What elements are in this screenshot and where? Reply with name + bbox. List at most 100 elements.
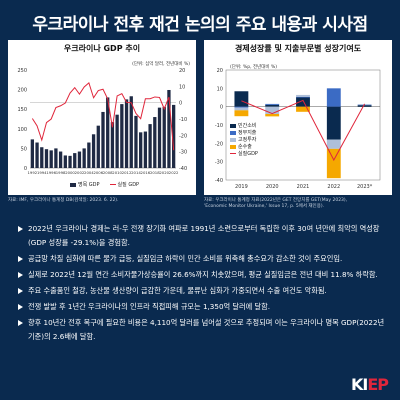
growth-source-note: 자료: 우크라이나 통계청 자료(2022년은 GET 전망치를 GET(May…	[204, 198, 394, 210]
legend-swatch	[230, 152, 236, 155]
growth-contribution-unit: (단위: %p, 전년대비 %)	[230, 65, 277, 70]
nominal-gdp-bar	[96, 125, 100, 168]
x-tick-label: 2012	[122, 170, 132, 175]
y-right-tick-label: 0	[179, 101, 182, 107]
nominal-gdp-bar	[124, 99, 129, 168]
nominal-gdp-bar	[167, 89, 171, 168]
x-tick-label: 2020	[159, 170, 169, 175]
legend-label: 실질GDP	[238, 151, 258, 157]
legend-item-private-consumption: 민간소비	[230, 122, 258, 129]
x-tick-label: 2004	[84, 170, 94, 175]
contribution-bar-segment	[326, 106, 341, 140]
contribution-bar-segment	[296, 94, 310, 97]
y-left-tick-label: 250	[17, 68, 27, 74]
gdp-trend-panel: 우크라이나 GDP 추이 (단위: 십억 달러, 전년대비 %) 0 50 100 1…	[8, 40, 196, 195]
legend-label-real: 실질 GDP	[117, 182, 140, 188]
legend-swatch	[230, 123, 236, 128]
real-gdp-line	[31, 82, 175, 151]
legend-item-real-gdp: 실질 GDP	[109, 181, 140, 188]
contribution-bar-segment	[326, 148, 341, 179]
x-tick-label: 1996	[46, 170, 56, 175]
nominal-gdp-bar	[30, 139, 35, 168]
contribution-bar-segment	[296, 96, 310, 98]
y-tick-label: 0	[220, 105, 223, 111]
growth-contribution-title: 경제성장률 및 지출부문별 성장기여도	[234, 44, 362, 53]
legend-label: 민간소비	[238, 123, 257, 129]
y-left-tick-label: 200	[17, 88, 27, 94]
y-tick-label: -40	[215, 178, 223, 184]
nominal-gdp-bar	[162, 106, 166, 168]
y-right-tick-label: 20	[179, 68, 185, 74]
legend-swatch-real	[109, 183, 116, 186]
summary-item: 전쟁 발발 후 1년간 우크라이나의 인프라 직접피해 규모는 1,350억 달…	[18, 300, 390, 314]
growth-source-line-2: 'Economic Monitor Ukraine,' Issue 17, p.…	[204, 204, 325, 209]
contribution-bar-segment	[265, 114, 280, 117]
contribution-bar-segment	[326, 139, 341, 149]
nominal-gdp-bar	[110, 122, 115, 168]
y-left-tick-label: 50	[21, 146, 27, 152]
nominal-gdp-bar	[35, 142, 39, 168]
x-tick-label: 1994	[37, 170, 47, 175]
y-left-tick-label: 150	[17, 107, 27, 113]
nominal-gdp-bar	[134, 115, 138, 168]
x-tick-label: 2021	[297, 184, 310, 190]
x-tick-label: 2020	[266, 184, 279, 190]
nominal-gdp-bar	[82, 148, 86, 168]
summary-item: 주요 수출품인 철강, 농산물 생산량이 급감한 가운데, 물류난 심화가 가중…	[18, 284, 390, 298]
x-tick-label: 2000	[65, 170, 75, 175]
legend-label: 순수출	[238, 144, 252, 150]
legend-item-net-exports: 순수출	[230, 143, 258, 150]
real-gdp-line	[241, 99, 366, 162]
x-tick-label: 2018	[150, 170, 160, 175]
y-right-tick-label: -10	[179, 117, 187, 123]
nominal-gdp-bar	[68, 155, 72, 168]
nominal-gdp-bar	[91, 134, 96, 168]
y-tick-label: 10	[217, 86, 223, 92]
nominal-gdp-bar	[120, 104, 124, 168]
legend-item-real-gdp: 실질GDP	[230, 150, 258, 157]
nominal-gdp-bar	[143, 131, 148, 168]
nominal-gdp-bar	[49, 150, 53, 168]
y-right-tick-label: -40	[179, 166, 187, 172]
nominal-gdp-bar	[77, 151, 82, 168]
gdp-trend-title: 우크라이나 GDP 추이	[63, 44, 141, 53]
legend-item-fixed-investment: 고정투자	[230, 136, 258, 143]
y-tick-label: -20	[215, 141, 223, 147]
y-tick-label: -10	[215, 123, 223, 129]
contribution-bar-segment	[234, 91, 249, 107]
contribution-bar-segment	[265, 106, 280, 114]
y-right-tick-label: 10	[179, 84, 185, 90]
y-tick-label: 20	[217, 68, 223, 74]
legend-item-government-spending: 정부지출	[230, 129, 258, 136]
y-left-tick-label: 100	[17, 127, 27, 133]
summary-item: 향후 10년간 전후 복구에 필요한 비용은 4,110억 달러를 넘어설 것으…	[18, 316, 390, 344]
x-tick-label: 2014	[131, 170, 141, 175]
contribution-bar-segment	[357, 105, 372, 107]
x-tick-label: 2006	[93, 170, 103, 175]
page-title: 우크라이나 전후 재건 논의의 주요 내용과 시사점	[32, 15, 368, 35]
contribution-bar-segment	[265, 104, 280, 107]
growth-contribution-legend: 민간소비 정부지출 고정투자 순수출 실질GDP	[230, 122, 258, 157]
x-tick-label: 2019	[235, 184, 248, 190]
x-tick-label: 2016	[141, 170, 151, 175]
plot-frame	[225, 69, 381, 181]
y-tick-label: -30	[215, 160, 223, 166]
nominal-gdp-bar	[40, 147, 44, 168]
nominal-gdp-bar	[171, 104, 176, 168]
legend-label-nominal: 명목 GDP	[78, 182, 100, 188]
x-tick-label: 2002	[75, 170, 85, 175]
nominal-gdp-bar	[44, 149, 49, 168]
summary-item: 공급망 차질 심화에 따른 물가 급등, 실질임금 하락이 민간 소비를 위축해…	[18, 252, 390, 266]
legend-item-nominal-gdp: 명목 GDP	[70, 181, 100, 188]
contribution-bar-segment	[234, 107, 249, 111]
gdp-trend-chart: 0 50 100 150 200 250 -40 -30 -20 -10 0 10 20 1992 1994…	[17, 68, 187, 175]
summary-item: 2022년 우크라이나 경제는 러-우 전쟁 장기화 여파로 1991년 소련으…	[18, 222, 390, 250]
contribution-bar-segment	[265, 103, 280, 105]
contribution-bar-segment	[234, 110, 249, 117]
legend-label: 고정투자	[238, 137, 257, 143]
x-tick-label: 1998	[56, 170, 66, 175]
gdp-trend-legend: 명목 GDP 실질 GDP	[70, 181, 139, 188]
kiep-logo: KIEP	[350, 375, 389, 394]
logo-part-1: KI	[350, 375, 368, 394]
nominal-gdp-bar	[129, 96, 133, 168]
